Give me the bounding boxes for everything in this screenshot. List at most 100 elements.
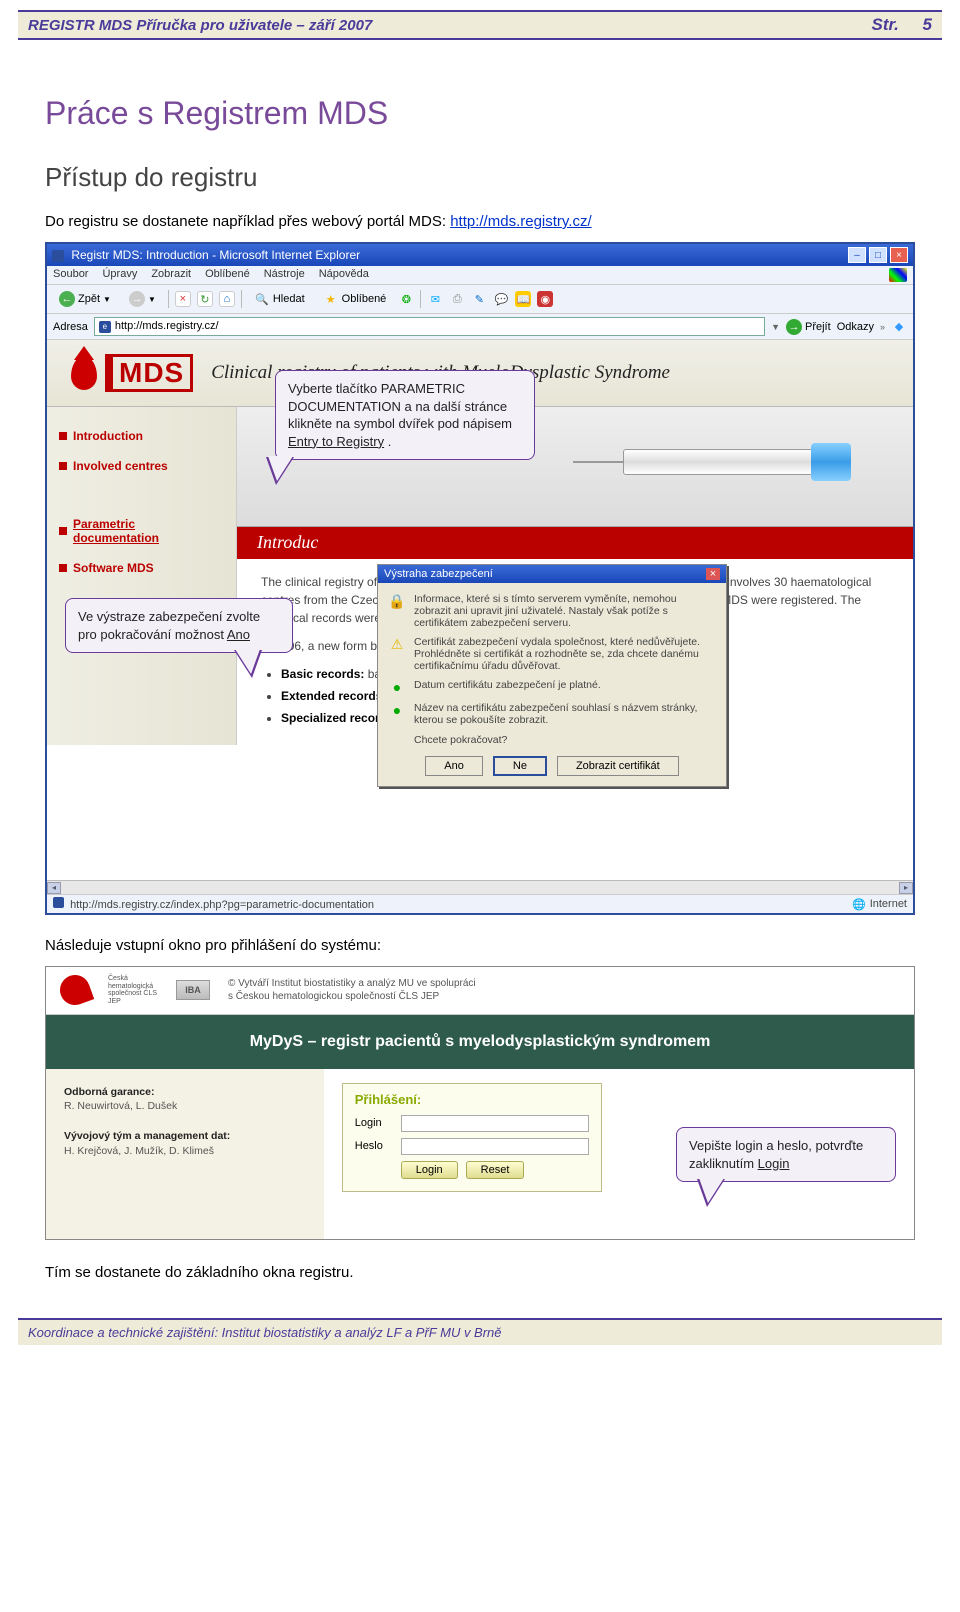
site-nav: Introduction Involved centres Parametric… — [47, 407, 237, 745]
nav-bullet-icon — [59, 462, 67, 470]
mail-icon[interactable]: ✉ — [427, 291, 443, 307]
bullet-label: Basic records: — [281, 667, 364, 681]
login-credit-b: s Českou hematologickou společností ČLS … — [228, 990, 476, 1003]
check-icon: ● — [388, 679, 406, 695]
no-button[interactable]: Ne — [493, 756, 547, 776]
browser-screenshot: Registr MDS: Introduction - Microsoft In… — [45, 242, 915, 915]
edit-icon[interactable]: ✎ — [471, 291, 487, 307]
home-icon[interactable]: ⌂ — [219, 291, 235, 307]
devteam-label: Vývojový tým a management dat: — [64, 1130, 230, 1142]
login-buttons: Login Reset — [401, 1161, 589, 1179]
minimize-icon[interactable]: – — [848, 247, 866, 263]
browser-title: Registr MDS: Introduction - Microsoft In… — [52, 248, 360, 262]
menu-item[interactable]: Úpravy — [102, 268, 137, 282]
menu-item[interactable]: Oblíbené — [205, 268, 250, 282]
chevron-icon[interactable]: » — [880, 322, 885, 332]
follow-paragraph: Následuje vstupní okno pro přihlášení do… — [45, 935, 915, 956]
address-dropdown-icon[interactable]: ▼ — [771, 322, 780, 332]
dialog-body: 🔒 Informace, které si s tímto serverem v… — [378, 583, 726, 786]
lock-icon: 🔒 — [388, 593, 406, 610]
address-value: http://mds.registry.cz/ — [115, 320, 219, 332]
password-label: Heslo — [355, 1140, 395, 1152]
fav-label: Oblíbené — [342, 293, 387, 305]
nav-bullet-icon — [59, 527, 67, 535]
callout-text: Vyberte tlačítko — [288, 381, 381, 396]
nav-parametric-documentation[interactable]: Parametric documentation — [57, 509, 226, 553]
menu-item[interactable]: Soubor — [53, 268, 88, 282]
search-label: Hledat — [273, 293, 305, 305]
callout-tail-icon — [234, 650, 262, 678]
page-icon — [53, 897, 64, 908]
portal-link[interactable]: http://mds.registry.cz/ — [450, 213, 591, 230]
iba-logo-icon: IBA — [176, 980, 210, 1000]
nav-label: Introduction — [73, 429, 143, 443]
dialog-row: ● Název na certifikátu zabezpečení souhl… — [388, 702, 716, 726]
discuss-icon[interactable]: 💬 — [493, 291, 509, 307]
dialog-row: 🔒 Informace, které si s tímto serverem v… — [388, 593, 716, 629]
page-header: REGISTR MDS Příručka pro uživatele – zář… — [18, 10, 942, 40]
toolbar-separator — [420, 290, 421, 308]
ie-icon — [52, 250, 64, 262]
security-dialog: Výstraha zabezpečení × 🔒 Informace, kter… — [377, 564, 727, 787]
callout-text: . — [388, 434, 392, 449]
callout-tail-icon — [266, 457, 294, 485]
star-icon: ★ — [323, 291, 339, 307]
print-icon[interactable]: ⎙ — [449, 291, 465, 307]
password-input[interactable] — [401, 1138, 589, 1155]
back-label: Zpět — [78, 293, 100, 305]
address-input[interactable]: ehttp://mds.registry.cz/ — [94, 317, 765, 336]
menu-item[interactable]: Nápověda — [319, 268, 369, 282]
login-top-text: © Vytváří Institut biostatistiky a analý… — [228, 977, 476, 1003]
menu-item[interactable]: Nástroje — [264, 268, 305, 282]
back-button[interactable]: ←Zpět▼ — [53, 288, 117, 310]
yes-button[interactable]: Ano — [425, 756, 483, 776]
menu-item[interactable]: Zobrazit — [151, 268, 191, 282]
password-row: Heslo — [355, 1138, 589, 1155]
close-icon[interactable]: × — [890, 247, 908, 263]
dialog-row: ⚠ Certifikát zabezpečení vydala společno… — [388, 636, 716, 672]
browser-titlebar: Registr MDS: Introduction - Microsoft In… — [47, 244, 913, 266]
research-icon[interactable]: 📖 — [515, 291, 531, 307]
nav-software-mds[interactable]: Software MDS — [57, 553, 226, 583]
dialog-buttons: Ano Ne Zobrazit certifikát — [388, 756, 716, 776]
go-button[interactable]: →Přejít — [786, 319, 831, 335]
antivirus-icon[interactable]: ◆ — [891, 319, 907, 335]
messenger-icon[interactable]: ◉ — [537, 291, 553, 307]
dialog-close-icon[interactable]: × — [706, 568, 720, 580]
scroll-right-icon[interactable]: ▸ — [899, 882, 913, 894]
maximize-icon[interactable]: □ — [869, 247, 887, 263]
intro-heading: Introduc — [237, 526, 338, 559]
status-url: http://mds.registry.cz/index.php?pg=para… — [53, 897, 374, 911]
back-icon: ← — [59, 291, 75, 307]
go-label: Přejít — [805, 321, 831, 333]
horizontal-scrollbar[interactable]: ◂ ▸ — [47, 880, 913, 894]
mds-logo: MDS — [71, 354, 193, 392]
favorites-button[interactable]: ★Oblíbené — [317, 288, 393, 310]
nav-bullet-icon — [59, 432, 67, 440]
callout-underline: Login — [758, 1156, 790, 1171]
login-credit-a: © Vytváří Institut biostatistiky a analý… — [228, 977, 476, 990]
view-cert-button[interactable]: Zobrazit certifikát — [557, 756, 679, 776]
refresh-icon[interactable]: ↻ — [197, 291, 213, 307]
login-title-band: MyDyS – registr pacientů s myelodysplast… — [46, 1015, 914, 1069]
scroll-left-icon[interactable]: ◂ — [47, 882, 61, 894]
stop-icon[interactable]: × — [175, 291, 191, 307]
forward-button[interactable]: →▼ — [123, 288, 162, 310]
search-button[interactable]: 🔍Hledat — [248, 288, 311, 310]
callout-underline: Entry to Registry — [288, 434, 384, 449]
history-icon[interactable]: ❂ — [398, 291, 414, 307]
nav-introduction[interactable]: Introduction — [57, 421, 226, 451]
nav-involved-centres[interactable]: Involved centres — [57, 451, 226, 481]
forward-icon: → — [129, 291, 145, 307]
header-left: REGISTR MDS Příručka pro uživatele – zář… — [28, 17, 372, 34]
warning-icon: ⚠ — [388, 636, 406, 653]
links-label[interactable]: Odkazy — [837, 321, 874, 333]
check-icon: ● — [388, 702, 406, 718]
login-input[interactable] — [401, 1115, 589, 1132]
bullet-label: Extended records: — [281, 689, 386, 703]
reset-button[interactable]: Reset — [466, 1161, 525, 1179]
toolbar-separator — [168, 290, 169, 308]
nav-label: Involved centres — [73, 459, 168, 473]
login-button[interactable]: Login — [401, 1161, 458, 1179]
callout-security-yes: Ve výstraze zabezpečení zvolte pro pokra… — [65, 598, 293, 653]
